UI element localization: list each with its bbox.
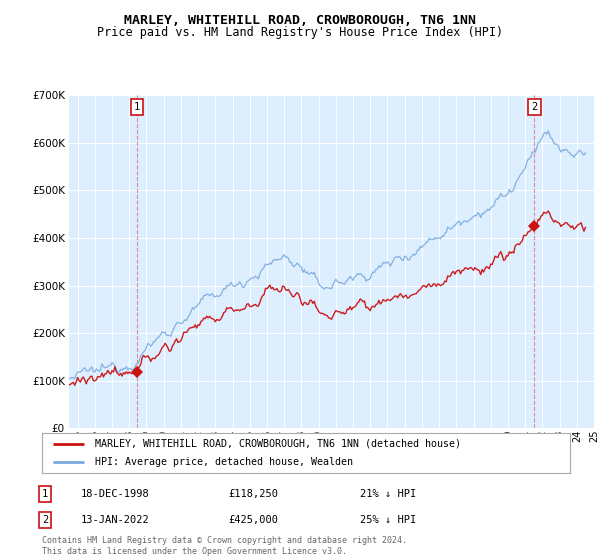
Text: 13-JAN-2022: 13-JAN-2022 (81, 515, 150, 525)
Text: HPI: Average price, detached house, Wealden: HPI: Average price, detached house, Weal… (95, 458, 353, 467)
Text: MARLEY, WHITEHILL ROAD, CROWBOROUGH, TN6 1NN (detached house): MARLEY, WHITEHILL ROAD, CROWBOROUGH, TN6… (95, 439, 461, 449)
Text: MARLEY, WHITEHILL ROAD, CROWBOROUGH, TN6 1NN: MARLEY, WHITEHILL ROAD, CROWBOROUGH, TN6… (124, 14, 476, 27)
Text: 2: 2 (532, 102, 538, 112)
Text: 21% ↓ HPI: 21% ↓ HPI (360, 489, 416, 499)
Text: £118,250: £118,250 (228, 489, 278, 499)
Text: 1: 1 (134, 102, 140, 112)
Text: 25% ↓ HPI: 25% ↓ HPI (360, 515, 416, 525)
Text: £425,000: £425,000 (228, 515, 278, 525)
Text: 18-DEC-1998: 18-DEC-1998 (81, 489, 150, 499)
Text: 2: 2 (42, 515, 48, 525)
Text: Contains HM Land Registry data © Crown copyright and database right 2024.
This d: Contains HM Land Registry data © Crown c… (42, 536, 407, 556)
Text: Price paid vs. HM Land Registry's House Price Index (HPI): Price paid vs. HM Land Registry's House … (97, 26, 503, 39)
Text: 1: 1 (42, 489, 48, 499)
